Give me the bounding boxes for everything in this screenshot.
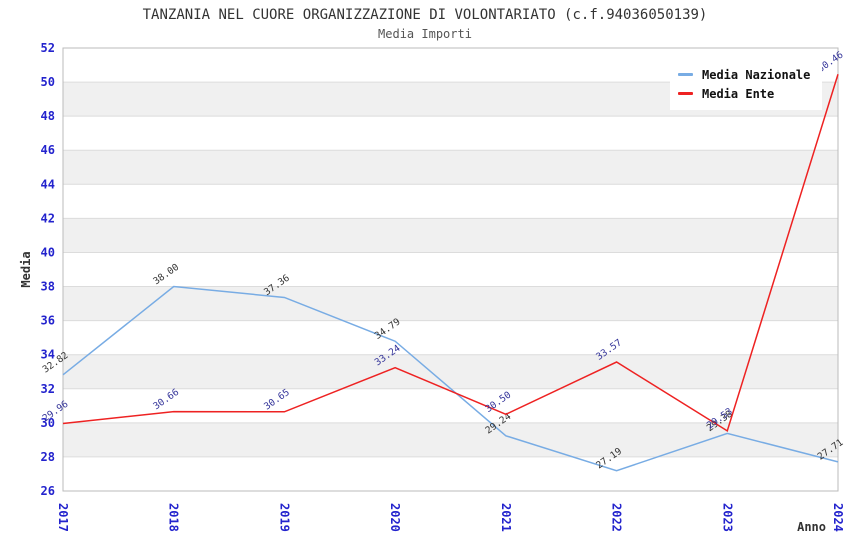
x-axis-title: Anno bbox=[797, 520, 826, 534]
legend-item-media-nazionale: Media Nazionale bbox=[678, 65, 810, 84]
y-tick-label: 52 bbox=[41, 41, 55, 55]
x-tick-label: 2024 bbox=[831, 503, 845, 532]
y-tick-label: 38 bbox=[41, 280, 55, 294]
x-tick-label: 2023 bbox=[720, 503, 734, 532]
legend: Media Nazionale Media Ente bbox=[670, 59, 823, 110]
y-tick-label: 50 bbox=[41, 75, 55, 89]
y-tick-label: 26 bbox=[41, 484, 55, 498]
x-tick-label: 2020 bbox=[388, 503, 402, 532]
x-tick-label: 2019 bbox=[277, 503, 291, 532]
y-tick-label: 46 bbox=[41, 143, 55, 157]
plot-band bbox=[63, 286, 838, 321]
x-tick-label: 2017 bbox=[56, 503, 70, 532]
y-tick-label: 40 bbox=[41, 245, 55, 259]
y-tick-label: 30 bbox=[41, 416, 55, 430]
series-line-media-ente bbox=[62, 74, 839, 433]
y-tick-label: 32 bbox=[41, 382, 55, 396]
y-tick-label: 48 bbox=[41, 109, 55, 123]
legend-item-media-ente: Media Ente bbox=[678, 84, 810, 103]
point-label: 38.00 bbox=[151, 262, 181, 288]
plot-band bbox=[63, 354, 838, 389]
plot-border bbox=[62, 47, 839, 492]
y-tick-label: 42 bbox=[41, 211, 55, 225]
plot-band bbox=[63, 150, 838, 185]
legend-swatch-ente bbox=[678, 92, 693, 95]
y-tick-label: 34 bbox=[41, 348, 55, 362]
x-tick-label: 2021 bbox=[499, 503, 513, 532]
y-tick-label: 28 bbox=[41, 450, 55, 464]
series-line-media-nazionale bbox=[62, 285, 839, 472]
x-tick-label: 2018 bbox=[167, 503, 181, 532]
chart-title: TANZANIA NEL CUORE ORGANIZZAZIONE DI VOL… bbox=[142, 7, 708, 23]
legend-label: Media Nazionale bbox=[702, 67, 811, 82]
chart-subtitle: Media Importi bbox=[378, 27, 472, 41]
y-tick-label: 44 bbox=[41, 177, 55, 191]
x-tick-label: 2022 bbox=[610, 503, 624, 532]
point-label: 30.66 bbox=[151, 387, 181, 413]
y-tick-label: 36 bbox=[41, 314, 55, 328]
plot-band bbox=[63, 218, 838, 253]
point-label: 29.96 bbox=[41, 399, 71, 425]
legend-swatch-nazionale bbox=[678, 73, 693, 76]
y-axis-title: Media bbox=[19, 251, 33, 287]
legend-label: Media Ente bbox=[702, 86, 775, 101]
point-label: 30.65 bbox=[262, 387, 292, 412]
